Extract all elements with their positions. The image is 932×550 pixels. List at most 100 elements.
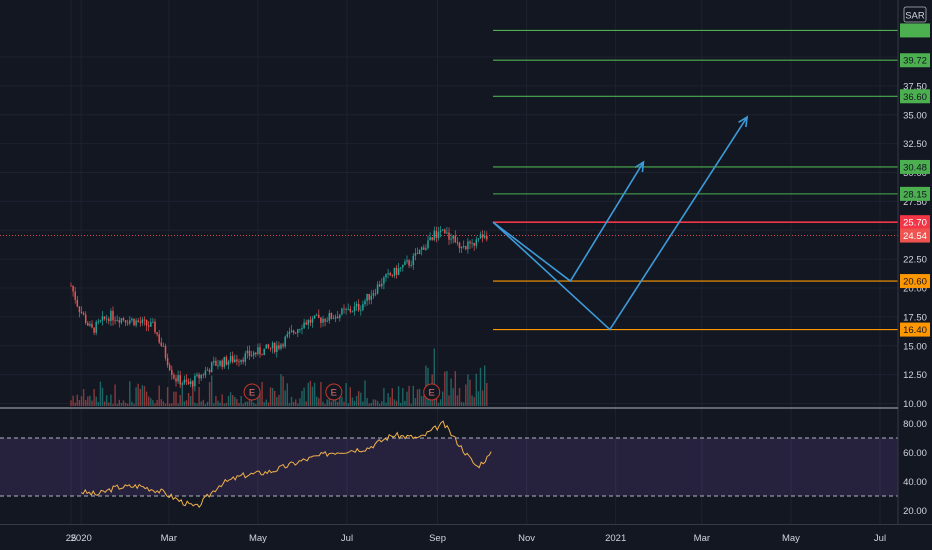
candle-body (133, 318, 135, 326)
candle-body (135, 320, 137, 326)
candle-body (145, 319, 148, 326)
horizontal-levels[interactable] (0, 29, 898, 331)
volume-bar (421, 396, 423, 406)
volume-bar (463, 402, 465, 406)
volume-bar (187, 393, 190, 406)
candle-body (171, 369, 173, 375)
projection-path[interactable] (492, 116, 748, 331)
candle-body (416, 253, 419, 255)
candle-body (158, 334, 160, 343)
candle-body (389, 272, 391, 276)
volume-bar (389, 397, 391, 406)
candle-body (387, 272, 389, 275)
candle-body (366, 293, 368, 301)
volume-bar (400, 402, 402, 406)
volume-bar (253, 402, 255, 406)
volume-bar (236, 399, 238, 406)
volume-bar (379, 403, 381, 406)
projection-path[interactable] (492, 161, 645, 283)
time-tick-label: Mar (161, 533, 177, 544)
grid (0, 0, 898, 524)
earnings-marker[interactable] (423, 383, 441, 401)
volume-bar (74, 402, 76, 406)
candle-body (412, 255, 415, 266)
price-tick-label: 35.00 (903, 110, 927, 121)
candle-body (250, 355, 253, 357)
candle-body (168, 365, 171, 370)
level-price-label: 20.60 (903, 277, 927, 288)
candle-body (473, 242, 475, 246)
candle-body (477, 238, 480, 240)
candle-body (189, 381, 192, 385)
time-tick-label: Jul (341, 533, 353, 544)
candle-body (97, 321, 100, 323)
candle-body (114, 320, 116, 322)
volume-bar (175, 391, 177, 406)
volume-bar (108, 402, 110, 406)
volume-bar (85, 399, 87, 406)
candle-body (481, 234, 484, 238)
volume-bar (131, 401, 133, 406)
candle-body (99, 320, 102, 322)
candle-body (141, 319, 144, 323)
candle-body (223, 357, 226, 367)
candle-body (156, 332, 158, 335)
level-price-tag (900, 89, 930, 104)
volume-bar (183, 401, 186, 406)
volume-bar (442, 391, 444, 406)
volume-bar (124, 402, 127, 406)
volume-bar (282, 376, 284, 406)
volume-bar (433, 348, 435, 406)
candle-body (418, 249, 421, 255)
volume-bar (334, 397, 337, 406)
volume-bar (137, 383, 139, 406)
candle-body (284, 336, 286, 347)
volume-bar (198, 386, 200, 406)
candle-body (185, 379, 188, 382)
candle-body (349, 308, 352, 312)
candle-body (444, 229, 446, 234)
volume-bar (179, 394, 181, 406)
volume-bar (267, 402, 270, 406)
volume-bar (437, 402, 440, 406)
currency-badge[interactable]: SAR (903, 6, 927, 23)
candle-body (330, 313, 333, 319)
volume-bar (444, 371, 446, 406)
volume-bar (208, 382, 211, 406)
volume-bar (169, 403, 171, 406)
level-price-tag (900, 53, 930, 68)
candle-body (273, 342, 276, 352)
volume-bar (456, 395, 459, 406)
candle-body (227, 361, 230, 365)
candle-body (196, 374, 198, 376)
volume-bar (475, 373, 477, 406)
volume-bar (395, 400, 398, 406)
volume-bar (129, 381, 131, 406)
volume-bar (82, 389, 85, 406)
candle-body (147, 325, 150, 327)
volume-bar (139, 388, 141, 406)
level-price-label: 39.72 (903, 56, 927, 67)
candle-body (439, 230, 442, 233)
candle-body (370, 295, 373, 300)
volume-bar (213, 403, 215, 406)
candle-body (420, 247, 423, 250)
volume-bar (116, 403, 118, 406)
candle-body (406, 260, 408, 262)
volume-bar (320, 381, 322, 406)
earnings-marker[interactable] (243, 383, 261, 401)
level-price-tag (900, 159, 930, 174)
candle-body (150, 322, 152, 327)
projection-lines[interactable] (492, 115, 749, 331)
candle-body (76, 299, 79, 307)
volume-bar (481, 390, 484, 406)
candle-body (456, 242, 459, 243)
volume-bar (152, 400, 154, 406)
earnings-marker[interactable] (325, 383, 343, 401)
volume-bar (232, 394, 234, 406)
candle-body (202, 374, 205, 376)
candle-body (467, 241, 469, 250)
candle-body (423, 247, 425, 250)
